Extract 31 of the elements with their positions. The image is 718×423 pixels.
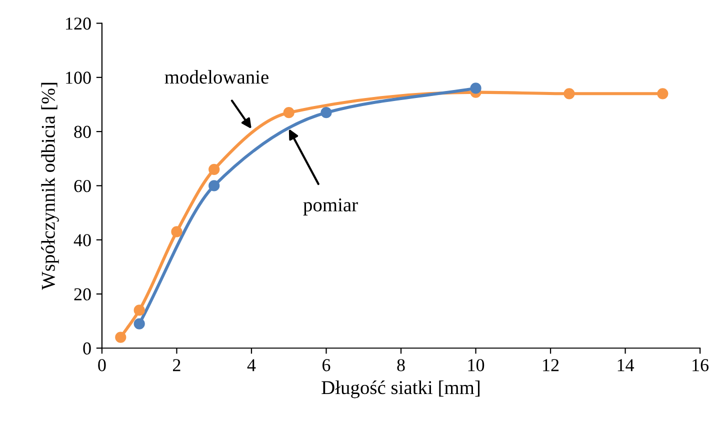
- x-tick-label: 0: [98, 359, 106, 372]
- y-tick-label: 0: [83, 342, 91, 355]
- point: [564, 88, 575, 100]
- y-tick-label: 100: [66, 72, 91, 84]
- point: [657, 88, 668, 100]
- y-tick-label: 80: [74, 126, 91, 138]
- x-tick-label: 4: [247, 359, 256, 372]
- point: [134, 318, 145, 330]
- x-tick-label: 16: [692, 359, 709, 372]
- point: [470, 82, 482, 94]
- point: [208, 180, 220, 192]
- x-tick-label: 2: [172, 359, 180, 372]
- x-tick-label: 8: [397, 359, 405, 372]
- y-tick-label: 20: [74, 288, 91, 300]
- annotation: modelowanie: [164, 70, 268, 84]
- y-axis-title: Współczynnik odbicia [%]: [41, 82, 59, 290]
- x-tick-label: 14: [618, 359, 634, 372]
- point: [171, 226, 182, 238]
- point: [115, 332, 126, 343]
- x-tick-label: 10: [468, 359, 484, 372]
- point: [320, 107, 332, 118]
- x-tick-label: 6: [322, 359, 330, 372]
- point: [134, 304, 145, 316]
- point: [283, 107, 294, 118]
- y-tick-label: 60: [74, 180, 91, 192]
- x-axis-title: Długość siatki [mm]: [322, 380, 480, 398]
- x-tick-label: 12: [543, 359, 559, 372]
- annotation: pomiar: [303, 198, 358, 216]
- y-tick-label: 40: [74, 234, 91, 246]
- point: [208, 164, 220, 176]
- y-tick-label: 120: [66, 18, 91, 30]
